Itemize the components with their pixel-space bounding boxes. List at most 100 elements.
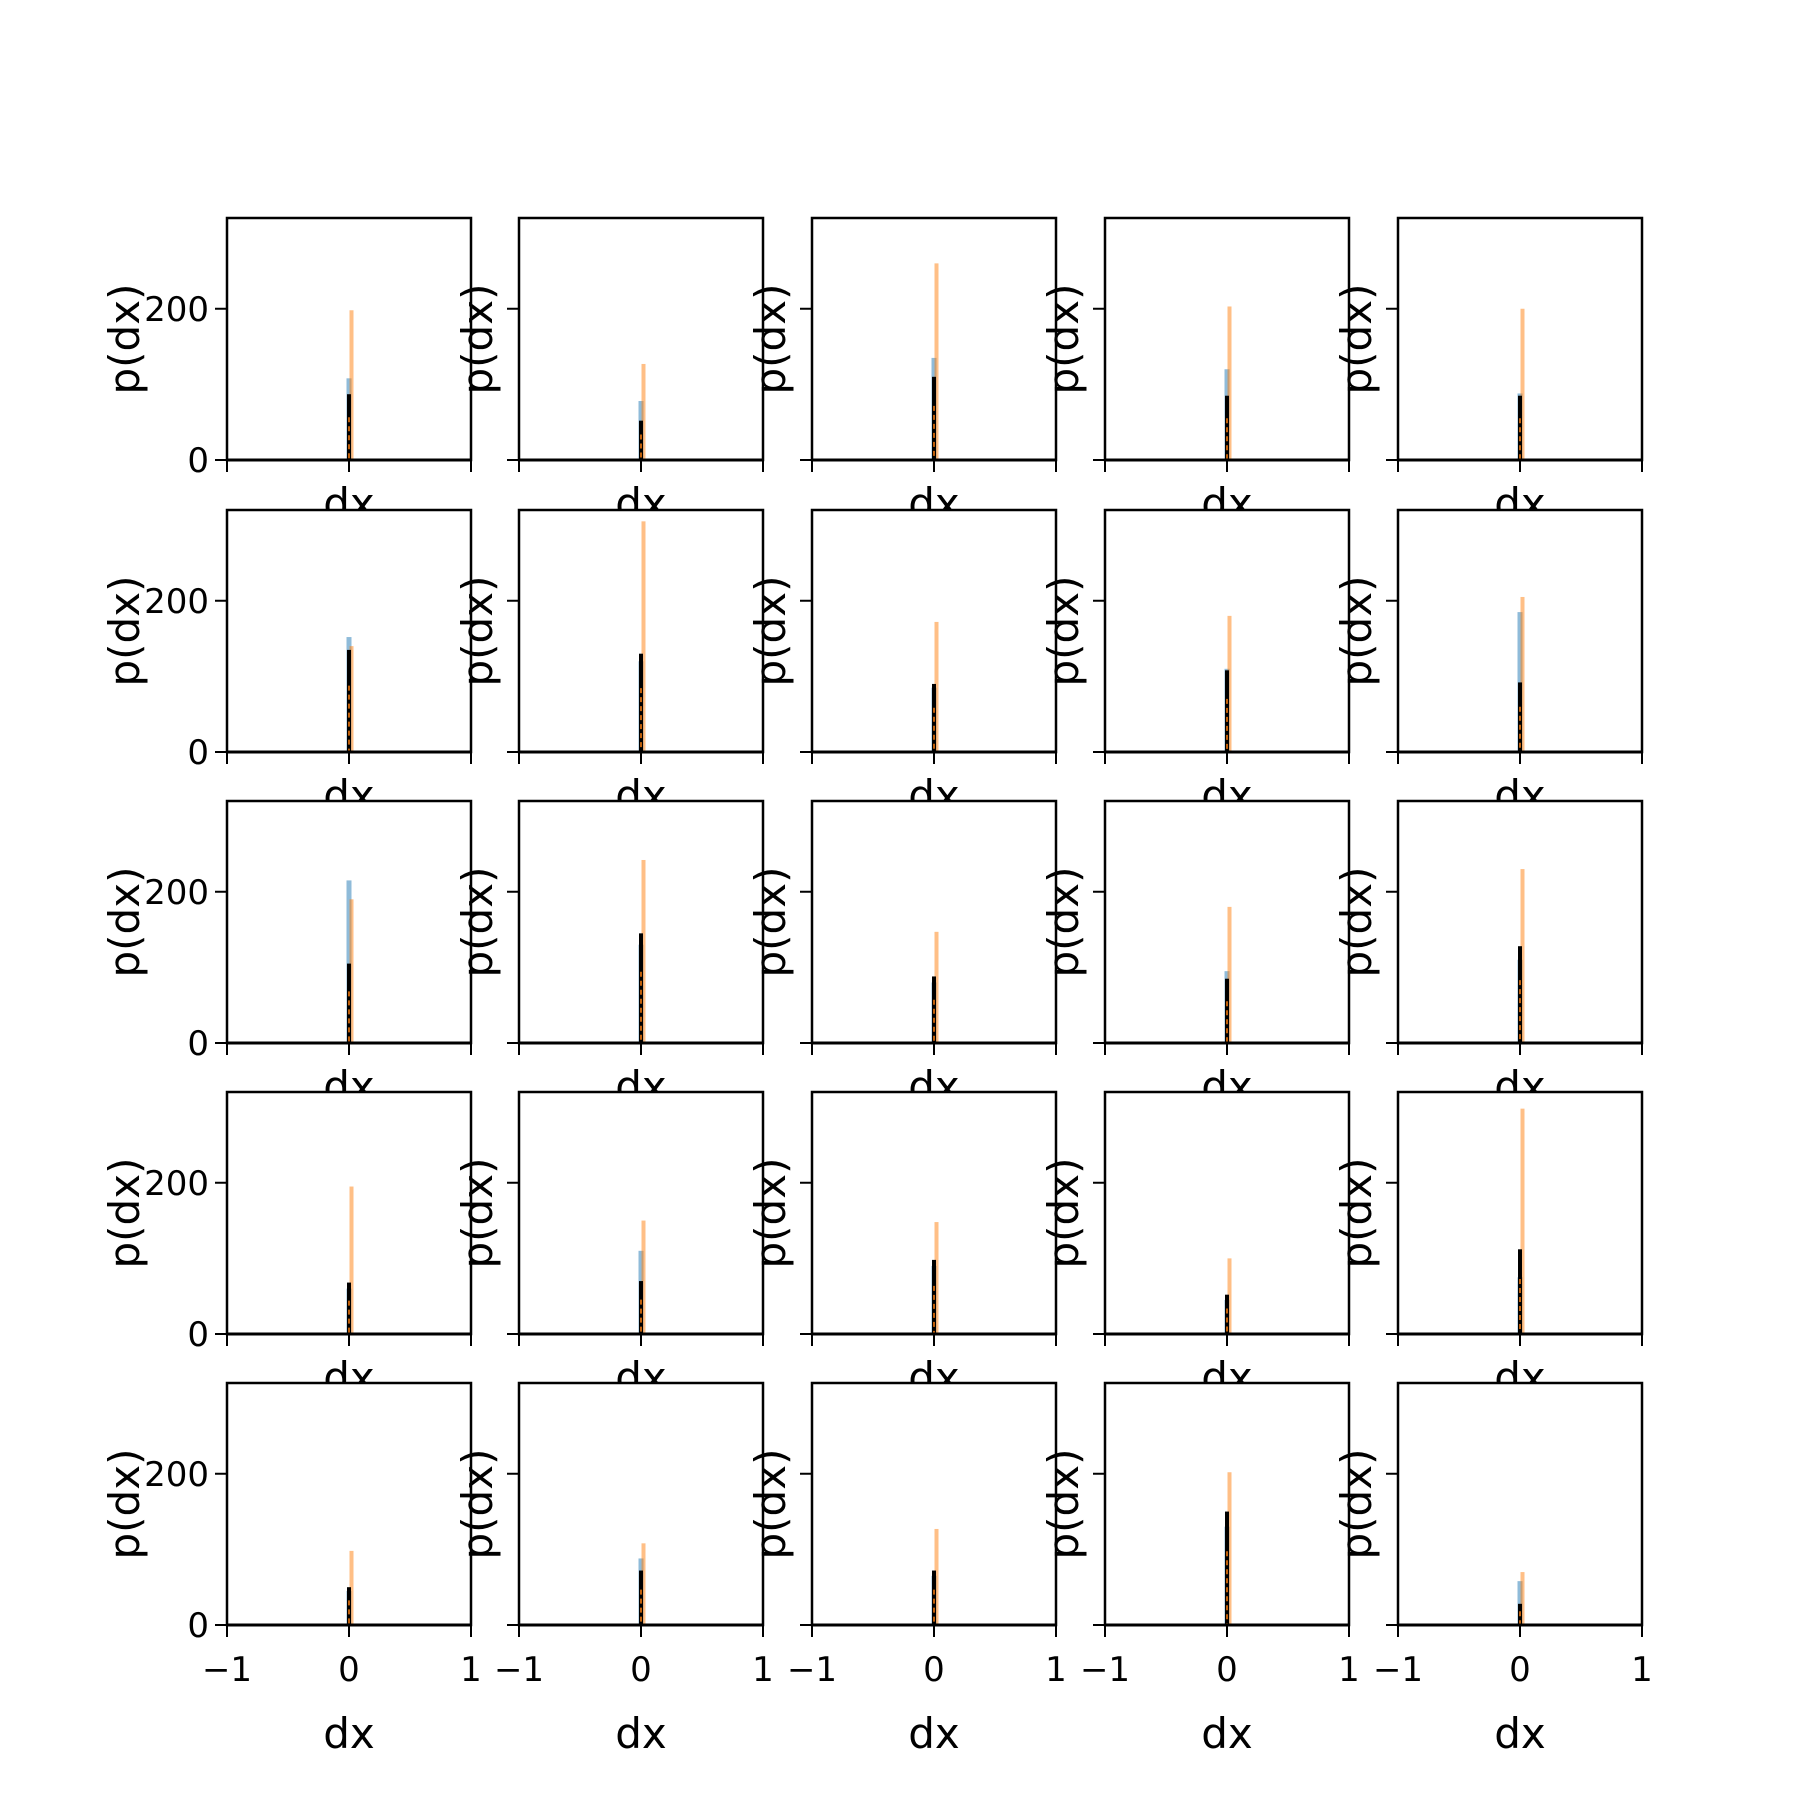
black-kde-spike — [639, 933, 643, 1043]
y-axis-label: p(dx) — [453, 867, 502, 978]
y-tick-label: 0 — [187, 1606, 209, 1646]
black-kde-spike — [1225, 1294, 1229, 1334]
y-axis-label: p(dx) — [1332, 867, 1381, 978]
y-axis-label: p(dx) — [746, 576, 795, 687]
x-tick-label: 1 — [1338, 1650, 1360, 1690]
orange-histogram-bar — [1227, 906, 1232, 1043]
blue-histogram-bar — [346, 880, 352, 1043]
y-axis-label: p(dx) — [746, 1449, 795, 1560]
orange-histogram-bar — [349, 1186, 354, 1334]
orange-histogram-bar — [641, 521, 646, 752]
orange-histogram-bar — [349, 899, 354, 1043]
y-axis-label: p(dx) — [746, 1158, 795, 1269]
y-axis-label: p(dx) — [100, 1449, 149, 1560]
y-axis-label: p(dx) — [453, 576, 502, 687]
subplot-r3-c2: p(dx) — [746, 1090, 1058, 1346]
x-tick-label: 1 — [1045, 1650, 1067, 1690]
x-tick-label: 1 — [752, 1650, 774, 1690]
orange-histogram-bar — [349, 646, 354, 752]
x-tick-label: 0 — [1509, 1650, 1531, 1690]
orange-histogram-bar — [934, 621, 939, 752]
y-tick-label: 200 — [144, 1455, 209, 1495]
axes-background — [227, 1383, 471, 1625]
subplot-r1-c3: p(dx) — [1039, 508, 1351, 764]
subplot-r0-c4: p(dx) — [1332, 216, 1644, 472]
x-tick-label: 0 — [1216, 1650, 1238, 1690]
y-axis-label: p(dx) — [100, 1158, 149, 1269]
orange-histogram-bar — [1520, 1108, 1525, 1334]
x-tick-label: −1 — [202, 1650, 252, 1690]
orange-histogram-bar — [1520, 1572, 1525, 1625]
black-kde-spike — [347, 1282, 351, 1334]
orange-histogram-bar — [1227, 306, 1232, 460]
black-kde-spike — [639, 1281, 643, 1334]
black-kde-spike — [1225, 1511, 1229, 1625]
subplot-r2-c1: p(dx) — [453, 799, 765, 1055]
y-axis-label: p(dx) — [453, 1158, 502, 1269]
orange-histogram-bar — [934, 931, 939, 1043]
x-tick-label: 1 — [460, 1650, 482, 1690]
x-tick-label: −1 — [787, 1650, 837, 1690]
subplot-r0-c1: p(dx) — [453, 216, 765, 472]
black-kde-spike — [347, 1587, 351, 1625]
orange-histogram-bar — [641, 1220, 646, 1334]
orange-histogram-bar — [1227, 615, 1232, 752]
x-axis-label: dx — [323, 1709, 375, 1758]
y-tick-label: 200 — [144, 582, 209, 622]
y-axis-label: p(dx) — [1039, 576, 1088, 687]
black-kde-spike — [639, 420, 643, 460]
subplot-r4-c3: −1 0 1 p(dx) — [1039, 1381, 1360, 1690]
subplot-panels: dxdxdxdxdxdxdxdxdxdxdxdxdxdxdxdxdxdxdxdx… — [100, 216, 1653, 1758]
subplot-r0-c2: p(dx) — [746, 216, 1058, 472]
y-axis-label: p(dx) — [1332, 284, 1381, 395]
y-axis-label: p(dx) — [1039, 1449, 1088, 1560]
y-axis-label: p(dx) — [100, 576, 149, 687]
x-axis-label: dx — [908, 1709, 960, 1758]
subplot-r1-c4: p(dx) — [1332, 508, 1644, 764]
subplot-r4-c1: −1 0 1 p(dx) — [453, 1381, 774, 1690]
black-kde-spike — [639, 653, 643, 752]
x-tick-label: −1 — [1373, 1650, 1423, 1690]
x-axis-label: dx — [1494, 1709, 1546, 1758]
x-tick-label: 0 — [338, 1650, 360, 1690]
orange-histogram-bar — [641, 1543, 646, 1625]
orange-histogram-bar — [641, 859, 646, 1043]
black-kde-spike — [347, 649, 351, 752]
x-tick-label: −1 — [1080, 1650, 1130, 1690]
blue-histogram-bar — [1517, 612, 1523, 752]
orange-histogram-bar — [1520, 596, 1525, 752]
x-axis-label: dx — [615, 1709, 667, 1758]
orange-histogram-bar — [349, 1550, 354, 1625]
x-tick-label: 0 — [923, 1650, 945, 1690]
subplot-r2-c2: p(dx) — [746, 799, 1058, 1055]
subplot-r3-c4: p(dx) — [1332, 1090, 1644, 1346]
subplot-r3-c3: p(dx) — [1039, 1090, 1351, 1346]
orange-histogram-bar — [1227, 1258, 1232, 1334]
subplot-r1-c2: p(dx) — [746, 508, 1058, 764]
subplot-r3-c1: p(dx) — [453, 1090, 765, 1346]
y-axis-label: p(dx) — [1039, 1158, 1088, 1269]
orange-histogram-bar — [349, 310, 354, 460]
y-axis-label: p(dx) — [1332, 1449, 1381, 1560]
y-tick-label: 0 — [187, 1024, 209, 1064]
y-axis-label: p(dx) — [453, 284, 502, 395]
y-tick-label: 0 — [187, 1315, 209, 1355]
subplot-r1-c1: p(dx) — [453, 508, 765, 764]
orange-histogram-bar — [641, 363, 646, 460]
black-kde-spike — [1518, 946, 1522, 1043]
y-axis-label: p(dx) — [746, 284, 795, 395]
subplot-r4-c2: −1 0 1 p(dx) — [746, 1381, 1067, 1690]
y-tick-label: 200 — [144, 873, 209, 913]
y-axis-label: p(dx) — [1332, 576, 1381, 687]
blue-histogram-bar — [1517, 1581, 1523, 1625]
y-axis-label: p(dx) — [453, 1449, 502, 1560]
subplot-r2-c4: p(dx) — [1332, 799, 1644, 1055]
orange-histogram-bar — [1520, 869, 1525, 1043]
y-axis-label: p(dx) — [100, 284, 149, 395]
orange-histogram-bar — [1227, 1472, 1232, 1625]
axes-background — [1105, 1092, 1349, 1334]
